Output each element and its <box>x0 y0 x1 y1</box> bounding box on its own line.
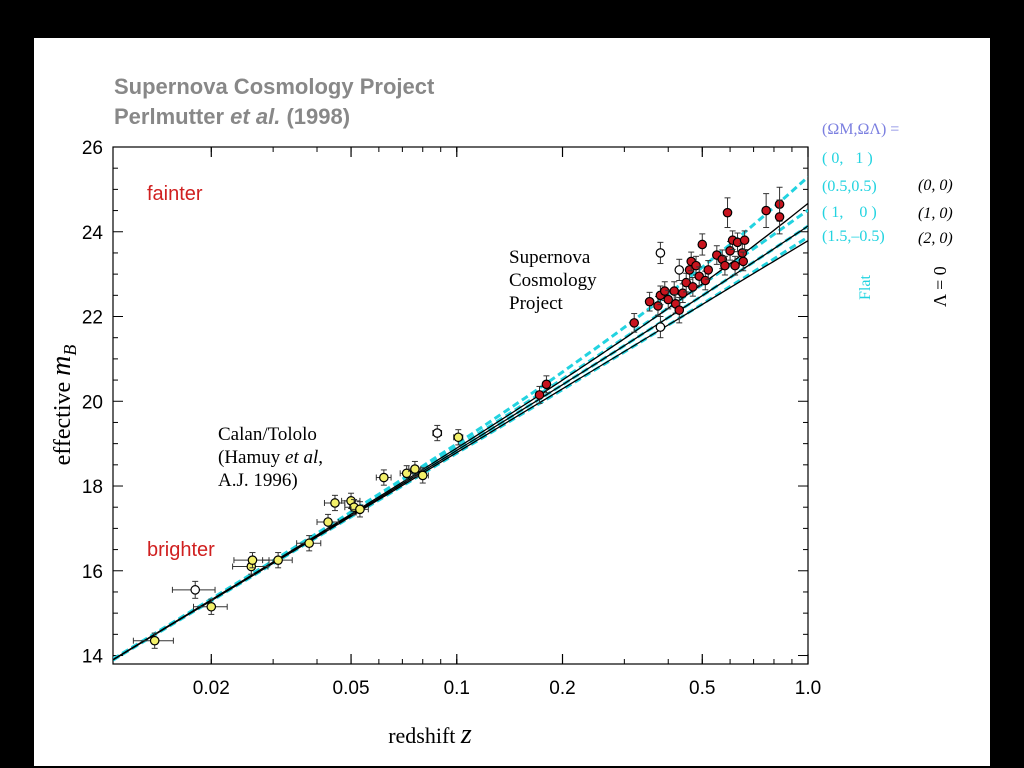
y-tick-label: 16 <box>82 562 103 583</box>
data-point <box>273 555 283 565</box>
data-point <box>417 470 428 481</box>
data-point <box>190 585 201 595</box>
data-point <box>355 504 365 515</box>
y-tick-label: 24 <box>82 223 104 244</box>
flat-model-curve <box>113 175 808 661</box>
data-point <box>410 464 420 474</box>
title-etal: et al. <box>230 104 281 129</box>
y-tick-label: 20 <box>82 392 103 413</box>
y-axis-label: effective mB <box>46 345 80 466</box>
data-point <box>720 260 730 271</box>
x-tick-label: 0.2 <box>549 678 575 699</box>
legend-lambda-zero-model: (1, 0) <box>918 205 953 222</box>
data-point <box>653 301 663 311</box>
data-point <box>149 635 160 646</box>
data-point <box>674 265 685 275</box>
data-point <box>401 468 412 479</box>
y-tick-label: 18 <box>82 477 103 498</box>
y-tick-label: 22 <box>82 308 103 329</box>
figure-panel <box>34 38 990 766</box>
data-point <box>663 294 674 305</box>
plot-frame <box>112 146 809 665</box>
x-axis-label: redshift z <box>388 719 472 750</box>
lambda-zero-model-curve <box>113 240 808 661</box>
data-point <box>659 286 670 296</box>
legend-flat-model: (1.5,–0.5) <box>822 228 885 245</box>
data-point <box>644 296 655 307</box>
data-point <box>761 205 771 216</box>
title-author: Perlmutter <box>114 104 225 129</box>
data-point <box>330 498 340 508</box>
annotation-calan-line2: (Hamuy et al, <box>218 447 323 468</box>
model-curves <box>113 175 808 662</box>
data-point <box>655 248 666 258</box>
data-point <box>722 207 733 218</box>
data-point <box>206 601 217 612</box>
data-point <box>691 260 701 271</box>
legend-header: (ΩM,ΩΛ) = <box>822 121 899 138</box>
legend-lambda-label: Λ = 0 <box>930 266 950 307</box>
data-point <box>541 379 552 390</box>
annotation-scp-line3: Project <box>509 293 564 314</box>
x-tick-label: 0.5 <box>689 678 715 699</box>
y-tick-label: 26 <box>82 138 103 159</box>
annotation-scp-line2: Cosmology <box>509 270 597 291</box>
data-point <box>534 390 545 400</box>
data-point <box>674 305 685 315</box>
data-point <box>730 260 740 271</box>
x-tick-label: 1.0 <box>795 678 821 699</box>
data-point <box>774 212 785 222</box>
legend-flat-model: (0.5,0.5) <box>822 178 877 195</box>
data-point <box>323 517 333 527</box>
data-point <box>688 282 698 292</box>
legend-lambda-zero-model: (0, 0) <box>918 177 953 194</box>
legend-flat-model: ( 0, 1 ) <box>822 150 873 167</box>
data-point <box>247 555 258 565</box>
data-point <box>739 235 750 246</box>
y-tick-label: 14 <box>82 647 104 668</box>
x-tick-label: 0.05 <box>333 678 370 699</box>
data-point <box>379 472 389 483</box>
annotation-scp-line1: Supernova <box>509 247 591 268</box>
data-point <box>453 432 464 443</box>
data-point <box>304 538 314 549</box>
title-year: (1998) <box>286 104 351 129</box>
chart-title-line2: Perlmutter et al. (1998) <box>114 104 350 130</box>
x-tick-label: 0.1 <box>444 678 470 699</box>
legend-flat-label: Flat <box>857 275 874 300</box>
x-tick-label: 0.02 <box>193 678 230 699</box>
data-point <box>655 322 666 332</box>
data-point <box>677 288 688 299</box>
data-point <box>703 265 714 275</box>
data-point <box>629 318 639 328</box>
data-point <box>738 256 749 267</box>
data-point <box>700 275 711 286</box>
data-point <box>669 286 680 296</box>
data-point <box>432 428 443 438</box>
legend-lambda-zero-model: (2, 0) <box>918 230 953 247</box>
legend-flat-model: ( 1, 0 ) <box>822 204 877 221</box>
annotation-calan-line1: Calan/Tololo <box>218 424 317 445</box>
chart-title-line1: Supernova Cosmology Project <box>114 74 435 99</box>
annotation-fainter: fainter <box>147 183 203 205</box>
annotation-brighter: brighter <box>147 539 215 561</box>
annotation-calan-line3: A.J. 1996) <box>218 470 298 491</box>
data-point <box>697 239 708 250</box>
data-point <box>681 277 692 288</box>
